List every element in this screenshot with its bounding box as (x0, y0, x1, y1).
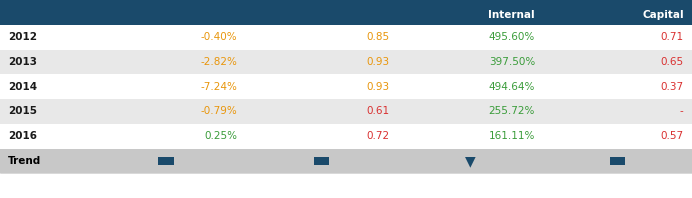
Text: 2013: 2013 (8, 57, 37, 67)
Bar (314, 157, 329, 165)
Text: 397.50%: 397.50% (489, 57, 535, 67)
Text: Internal: Internal (489, 10, 535, 20)
Bar (0, 99, 692, 124)
Bar (0, 50, 692, 74)
Bar (0, 0, 692, 50)
Text: replacement: replacement (610, 31, 684, 41)
Text: 0.93: 0.93 (367, 57, 390, 67)
Text: 2012: 2012 (8, 32, 37, 42)
Text: 495.60%: 495.60% (489, 32, 535, 42)
Text: 0.85: 0.85 (367, 32, 390, 42)
Text: 2015: 2015 (8, 106, 37, 116)
Text: 0.72: 0.72 (367, 131, 390, 141)
Text: 0.65: 0.65 (661, 57, 684, 67)
Bar (610, 157, 625, 165)
Text: 2014: 2014 (8, 82, 37, 92)
Text: Net result: Net result (179, 31, 237, 41)
Text: Capital: Capital (642, 10, 684, 20)
Text: 161.11%: 161.11% (489, 131, 535, 141)
Text: -0.79%: -0.79% (201, 106, 237, 116)
Text: ▼: ▼ (465, 154, 476, 168)
Text: 494.64%: 494.64% (489, 82, 535, 92)
Text: -0.40%: -0.40% (201, 32, 237, 42)
Text: financing: financing (480, 31, 535, 41)
Text: 0.37: 0.37 (661, 82, 684, 92)
Text: 0.25%: 0.25% (204, 131, 237, 141)
Bar (0, 25, 692, 50)
Text: Trend: Trend (8, 156, 42, 166)
Bar (0, 74, 692, 99)
Text: -2.82%: -2.82% (201, 57, 237, 67)
Text: 0.71: 0.71 (661, 32, 684, 42)
Bar (0, 124, 692, 148)
Text: 0.57: 0.57 (661, 131, 684, 141)
Text: 255.72%: 255.72% (489, 106, 535, 116)
Bar (0, 148, 692, 173)
Text: 0.61: 0.61 (367, 106, 390, 116)
Text: 0.93: 0.93 (367, 82, 390, 92)
Text: Indicator: Indicator (8, 31, 62, 41)
Bar (158, 157, 174, 165)
Text: Liquidity: Liquidity (338, 31, 390, 41)
Text: -7.24%: -7.24% (201, 82, 237, 92)
Text: 2016: 2016 (8, 131, 37, 141)
Text: -: - (680, 106, 684, 116)
